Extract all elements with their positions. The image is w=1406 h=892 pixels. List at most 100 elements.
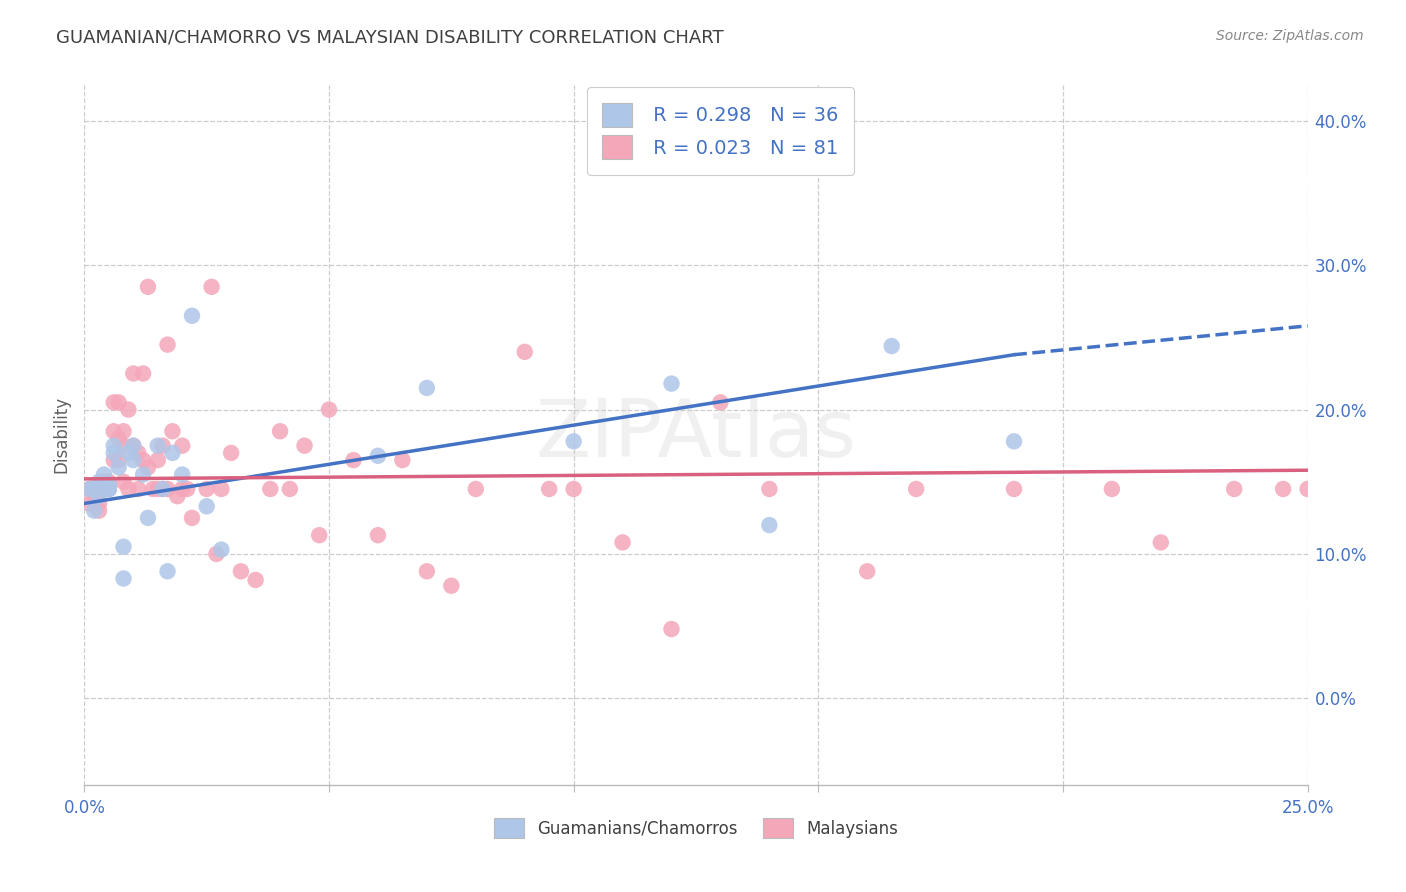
Point [200, 280, 222, 294]
Point [176, 482, 198, 496]
Point [83, 482, 105, 496]
Point [162, 424, 184, 438]
Point [172, 482, 194, 496]
Point [259, 482, 281, 496]
Point [1272, 482, 1295, 496]
Point [136, 280, 159, 294]
Point [107, 460, 129, 475]
Point [93, 482, 115, 496]
Point [132, 453, 155, 467]
Point [103, 424, 125, 438]
Point [107, 395, 129, 409]
Point [136, 511, 159, 525]
Text: Source: ZipAtlas.com: Source: ZipAtlas.com [1216, 29, 1364, 43]
Point [195, 482, 218, 496]
Point [661, 622, 683, 636]
Point [103, 446, 125, 460]
Point [195, 500, 218, 514]
Point [166, 489, 188, 503]
Point [107, 453, 129, 467]
Point [93, 477, 115, 491]
Point [77, 496, 100, 510]
Point [152, 482, 174, 496]
Point [122, 453, 145, 467]
Point [127, 482, 149, 496]
Point [758, 518, 780, 533]
Point [1002, 482, 1025, 496]
Point [103, 453, 125, 467]
Point [318, 402, 340, 417]
Point [367, 528, 389, 542]
Point [856, 564, 879, 578]
Legend: Guamanians/Chamorros, Malaysians: Guamanians/Chamorros, Malaysians [485, 810, 907, 847]
Point [103, 395, 125, 409]
Point [127, 446, 149, 460]
Text: GUAMANIAN/CHAMORRO VS MALAYSIAN DISABILITY CORRELATION CHART: GUAMANIAN/CHAMORRO VS MALAYSIAN DISABILI… [56, 29, 724, 46]
Point [278, 482, 301, 496]
Point [1296, 482, 1319, 496]
Point [93, 467, 115, 482]
Point [132, 467, 155, 482]
Point [229, 564, 252, 578]
Point [117, 482, 139, 496]
Point [758, 482, 780, 496]
Point [93, 475, 115, 489]
Point [112, 572, 135, 586]
Point [513, 344, 536, 359]
Point [83, 482, 105, 496]
Point [83, 482, 105, 496]
Point [97, 475, 120, 489]
Point [1002, 434, 1025, 449]
Point [142, 482, 165, 496]
Point [562, 482, 585, 496]
Text: ZIPAtlas: ZIPAtlas [536, 396, 856, 474]
Point [136, 460, 159, 475]
Point [87, 489, 110, 503]
Point [77, 482, 100, 496]
Point [97, 482, 120, 496]
Point [440, 579, 463, 593]
Point [172, 467, 194, 482]
Point [416, 381, 439, 395]
Point [93, 482, 115, 496]
Point [156, 564, 179, 578]
Point [132, 367, 155, 381]
Point [87, 496, 110, 510]
Point [1150, 535, 1173, 549]
Point [1223, 482, 1246, 496]
Point [97, 482, 120, 496]
Point [538, 482, 561, 496]
Point [112, 424, 135, 438]
Point [87, 475, 110, 489]
Point [562, 434, 585, 449]
Point [181, 511, 204, 525]
Point [87, 503, 110, 517]
Point [97, 477, 120, 491]
Point [219, 446, 242, 460]
Point [112, 475, 135, 489]
Point [97, 482, 120, 496]
Y-axis label: Disability: Disability [52, 396, 70, 474]
Point [122, 439, 145, 453]
Point [117, 446, 139, 460]
Point [1101, 482, 1123, 496]
Point [391, 453, 413, 467]
Point [367, 449, 389, 463]
Point [122, 439, 145, 453]
Point [112, 540, 135, 554]
Point [77, 482, 100, 496]
Point [880, 339, 903, 353]
Point [905, 482, 928, 496]
Point [107, 432, 129, 446]
Point [156, 482, 179, 496]
Point [152, 482, 174, 496]
Point [308, 528, 330, 542]
Point [103, 439, 125, 453]
Point [709, 395, 731, 409]
Point [112, 439, 135, 453]
Point [162, 446, 184, 460]
Point [205, 547, 228, 561]
Point [464, 482, 486, 496]
Point [156, 337, 179, 351]
Point [122, 367, 145, 381]
